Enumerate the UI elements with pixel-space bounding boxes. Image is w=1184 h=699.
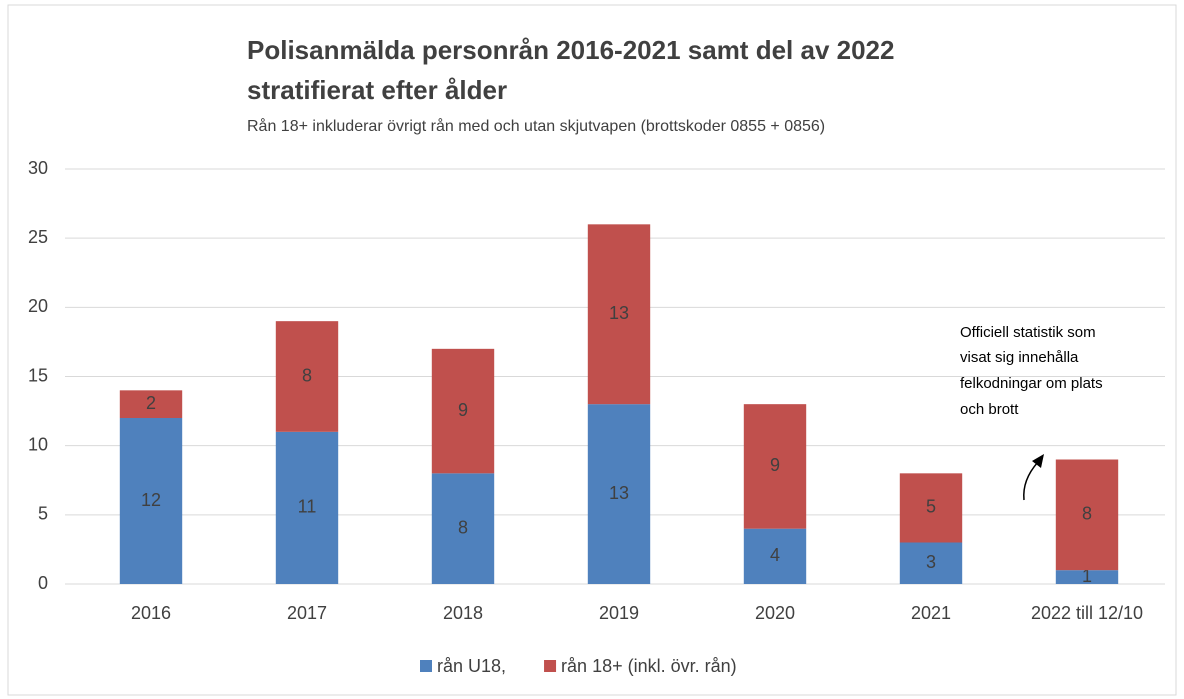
y-tick-label: 20	[28, 296, 48, 316]
data-label: 13	[609, 303, 629, 323]
annotation: Officiell statistik som visat sig innehå…	[960, 324, 1103, 418]
x-tick-label: 2022 till 12/10	[1031, 603, 1143, 623]
data-label: 9	[770, 455, 780, 475]
y-tick-label: 5	[38, 504, 48, 524]
chart-title: stratifierat efter ålder	[247, 75, 507, 105]
bar-segment	[431, 348, 495, 474]
y-tick-label: 0	[38, 573, 48, 593]
legend-label: rån U18,	[437, 656, 506, 676]
bar-segment	[587, 224, 651, 405]
bar-segment	[899, 542, 963, 584]
data-label: 9	[458, 400, 468, 420]
data-label: 12	[141, 490, 161, 510]
bar-segment	[275, 431, 339, 584]
bar-segment	[1055, 570, 1119, 584]
legend-swatch	[544, 660, 557, 672]
data-label: 13	[609, 483, 629, 503]
bar-segment	[119, 390, 183, 418]
data-label: 8	[458, 517, 468, 537]
data-label: 2	[146, 393, 156, 413]
x-tick-label: 2017	[287, 603, 327, 623]
bar-segment	[587, 404, 651, 584]
x-tick-label: 2019	[599, 603, 639, 623]
data-label: 5	[926, 497, 936, 517]
annotation-line: felkodningar om plats	[960, 375, 1103, 392]
x-tick-label: 2021	[911, 603, 951, 623]
annotation-line: visat sig innehålla	[960, 349, 1079, 366]
y-tick-label: 30	[28, 158, 48, 178]
bar-segment	[431, 473, 495, 584]
chart-title: Polisanmälda personrån 2016-2021 samt de…	[247, 35, 894, 65]
data-label: 8	[302, 365, 312, 385]
annotation-arrowhead	[1032, 454, 1044, 468]
legend-swatch	[420, 660, 432, 672]
data-label: 1	[1082, 566, 1092, 586]
y-tick-label: 15	[28, 365, 48, 385]
y-tick-label: 25	[28, 227, 48, 247]
legend-label: rån 18+ (inkl. övr. rån)	[561, 656, 737, 676]
bar-segment	[743, 528, 807, 584]
x-tick-label: 2020	[755, 603, 795, 623]
bar-segment	[899, 473, 963, 543]
bar-segment	[119, 418, 183, 584]
x-tick-label: 2016	[131, 603, 171, 623]
y-tick-label: 10	[28, 434, 48, 454]
data-label: 3	[926, 552, 936, 572]
data-label: 4	[770, 545, 780, 565]
bar-segment	[275, 321, 339, 432]
x-tick-label: 2018	[443, 603, 483, 623]
annotation-arrow	[1023, 461, 1039, 501]
bar-segment	[743, 404, 807, 529]
data-label: 11	[298, 497, 317, 517]
data-label: 8	[1082, 504, 1092, 524]
bar-segment	[1055, 459, 1119, 571]
annotation-line: Officiell statistik som	[960, 324, 1096, 341]
chart-subtitle: Rån 18+ inkluderar övrigt rån med och ut…	[247, 117, 825, 135]
annotation-line: och brott	[960, 401, 1019, 418]
